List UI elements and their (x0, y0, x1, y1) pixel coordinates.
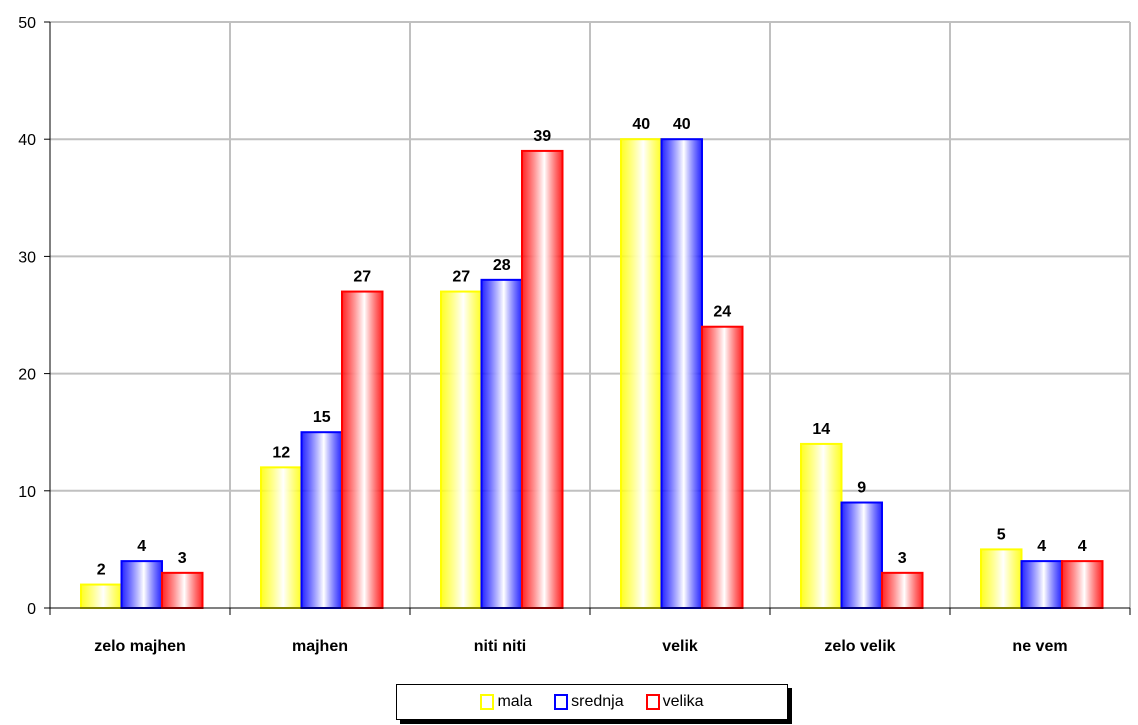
bar-srednja (300, 431, 343, 610)
bar-velika (1061, 560, 1104, 609)
bar-srednja (840, 501, 883, 609)
legend-swatch (645, 694, 660, 710)
y-tick-label: 0 (27, 601, 36, 618)
legend-item-velika: velika (645, 693, 704, 711)
data-label: 27 (353, 269, 371, 286)
legend-item-srednja: srednja (554, 693, 624, 711)
y-axis-ticks: 0 10 20 30 40 50 (18, 15, 50, 618)
data-label: 9 (857, 480, 866, 497)
data-label: 39 (533, 128, 551, 145)
category-labels: zelo majhen majhen niti niti velik zelo veli… (94, 638, 1067, 655)
bar-mala (440, 290, 483, 609)
bar-srednja (120, 560, 163, 609)
bar-mala (980, 548, 1023, 610)
legend: mala srednja velika (396, 684, 788, 720)
data-label: 15 (313, 409, 331, 426)
x-category-label: majhen (292, 638, 348, 655)
data-label: 4 (1037, 538, 1046, 555)
y-tick-label: 10 (18, 484, 36, 501)
data-label: 3 (898, 550, 907, 567)
bar-srednja (480, 278, 523, 609)
legend-swatch (554, 694, 569, 710)
data-label: 12 (272, 444, 290, 461)
x-category-label: ne vem (1012, 638, 1067, 655)
data-label: 40 (632, 116, 650, 133)
legend-label: velika (662, 693, 704, 710)
data-label: 4 (137, 538, 146, 555)
legend-item-mala: mala (480, 693, 532, 711)
bar-mala (80, 583, 123, 609)
data-label: 24 (713, 304, 731, 321)
bar-srednja (660, 138, 703, 609)
bar-velika (521, 149, 564, 609)
bar-mala (800, 442, 843, 610)
legend-label: mala (497, 693, 533, 710)
y-tick-label: 50 (18, 15, 36, 32)
x-category-label: velik (662, 638, 698, 655)
bar-srednja (1020, 560, 1063, 609)
bar-velika (701, 325, 744, 609)
x-category-label: zelo velik (824, 638, 895, 655)
legend-swatch (480, 694, 495, 710)
axes (49, 22, 1131, 615)
data-label: 40 (673, 116, 691, 133)
data-label: 27 (452, 269, 470, 286)
data-label: 4 (1078, 538, 1087, 555)
bar-velika (341, 290, 384, 609)
data-label: 3 (178, 550, 187, 567)
bar-mala (620, 138, 663, 609)
bar-velika (161, 571, 204, 610)
bar-velika (881, 571, 924, 610)
data-label: 14 (812, 421, 830, 438)
gridlines (50, 21, 1131, 608)
x-category-label: zelo majhen (94, 638, 186, 655)
bars (80, 138, 1104, 610)
bar-mala (260, 466, 303, 609)
data-label: 2 (97, 562, 106, 579)
x-category-label: niti niti (474, 638, 526, 655)
legend-label: srednja (571, 693, 624, 710)
y-tick-label: 20 (18, 367, 36, 384)
y-tick-label: 40 (18, 132, 36, 149)
data-label: 28 (493, 257, 511, 274)
y-tick-label: 30 (18, 249, 36, 266)
data-label: 5 (997, 526, 1006, 543)
